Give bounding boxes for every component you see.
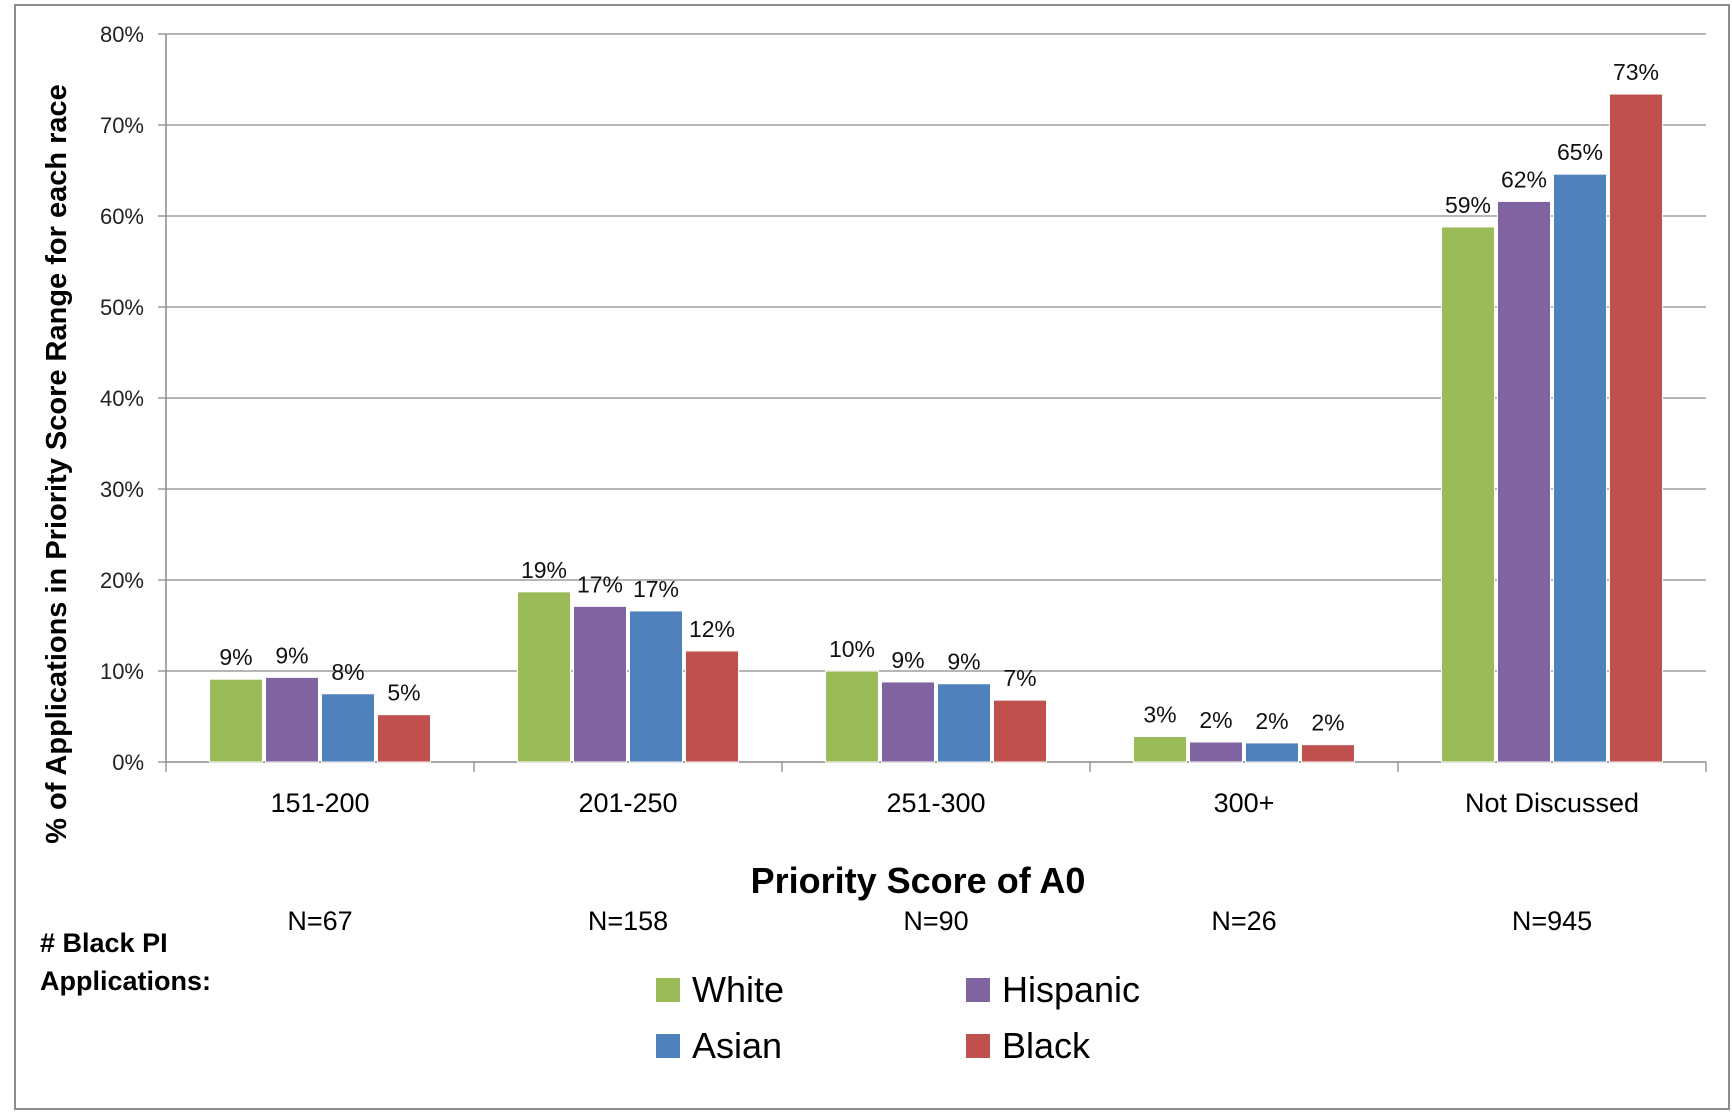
n-counts: N=67 N=158 N=90 N=26 N=945: [287, 906, 1592, 936]
bar-black: [1301, 744, 1355, 763]
n-count-label: N=26: [1211, 906, 1276, 936]
n-row-label-line1: # Black PI: [40, 928, 168, 958]
legend-label-black: Black: [1002, 1025, 1091, 1066]
data-label: 9%: [947, 649, 980, 675]
bar-asian: [1245, 742, 1299, 763]
bar-black: [993, 699, 1047, 763]
y-tick-label: 50%: [100, 295, 144, 320]
y-tick-label: 80%: [100, 22, 144, 47]
data-label: 9%: [275, 642, 308, 668]
bar-hispanic: [1497, 200, 1551, 763]
data-label: 7%: [1003, 665, 1036, 691]
legend-label-hispanic: Hispanic: [1002, 969, 1140, 1010]
bar-asian: [1553, 173, 1607, 763]
legend-label-asian: Asian: [692, 1025, 782, 1066]
data-label: 62%: [1501, 166, 1547, 192]
bar-asian: [937, 683, 991, 763]
data-label: 3%: [1143, 702, 1176, 728]
bar-asian: [321, 693, 375, 763]
data-label: 65%: [1557, 139, 1603, 165]
y-tick-label: 70%: [100, 113, 144, 138]
category-label: 201-250: [578, 788, 677, 818]
y-tick-label: 0%: [112, 750, 144, 775]
x-axis-title: Priority Score of A0: [751, 860, 1086, 901]
data-label: 9%: [891, 647, 924, 673]
data-label: 2%: [1199, 707, 1232, 733]
bar-white: [209, 678, 263, 763]
bar-black: [1609, 93, 1663, 763]
category-label: 300+: [1214, 788, 1275, 818]
bar-hispanic: [573, 605, 627, 763]
data-labels: 9% 9% 8% 5% 19% 17% 17% 12% 10% 9% 9% 7% 3% 2% 2% 2% 59%…: [219, 59, 1659, 736]
bar-black: [377, 714, 431, 763]
y-tick-label: 40%: [100, 386, 144, 411]
y-tick-label: 60%: [100, 204, 144, 229]
bar-hispanic: [265, 676, 319, 763]
y-axis-title: % of Applications in Priority Score Rang…: [41, 84, 73, 844]
legend-swatch-black: [966, 1034, 990, 1058]
bar-hispanic: [881, 681, 935, 763]
y-tick-label: 20%: [100, 568, 144, 593]
category-label: Not Discussed: [1465, 788, 1639, 818]
legend-label-white: White: [692, 969, 784, 1010]
bar-hispanic: [1189, 741, 1243, 763]
data-label: 2%: [1255, 708, 1288, 734]
data-label: 17%: [577, 571, 623, 597]
n-count-label: N=158: [588, 906, 668, 936]
category-label: 251-300: [886, 788, 985, 818]
bars: [209, 93, 1663, 763]
data-label: 9%: [219, 644, 252, 670]
data-label: 8%: [331, 659, 364, 685]
n-count-label: N=90: [903, 906, 968, 936]
bar-white: [825, 670, 879, 763]
data-label: 73%: [1613, 59, 1659, 85]
bar-asian: [629, 610, 683, 763]
legend: White Hispanic Asian Black: [656, 969, 1140, 1066]
bar-white: [1441, 226, 1495, 763]
legend-swatch-white: [656, 978, 680, 1002]
y-tick-label: 10%: [100, 659, 144, 684]
legend-swatch-asian: [656, 1034, 680, 1058]
n-row-label-line2: Applications:: [40, 966, 211, 996]
n-count-label: N=945: [1512, 906, 1592, 936]
bar-white: [1133, 736, 1187, 763]
data-label: 12%: [689, 616, 735, 642]
data-label: 5%: [387, 680, 420, 706]
bar-white: [517, 591, 571, 763]
data-label: 17%: [633, 576, 679, 602]
data-label: 19%: [521, 557, 567, 583]
category-label: 151-200: [270, 788, 369, 818]
data-label: 10%: [829, 636, 875, 662]
legend-swatch-hispanic: [966, 978, 990, 1002]
n-count-label: N=67: [287, 906, 352, 936]
data-label: 59%: [1445, 192, 1491, 218]
y-tick-label: 30%: [100, 477, 144, 502]
bar-black: [685, 650, 739, 763]
data-label: 2%: [1311, 710, 1344, 736]
